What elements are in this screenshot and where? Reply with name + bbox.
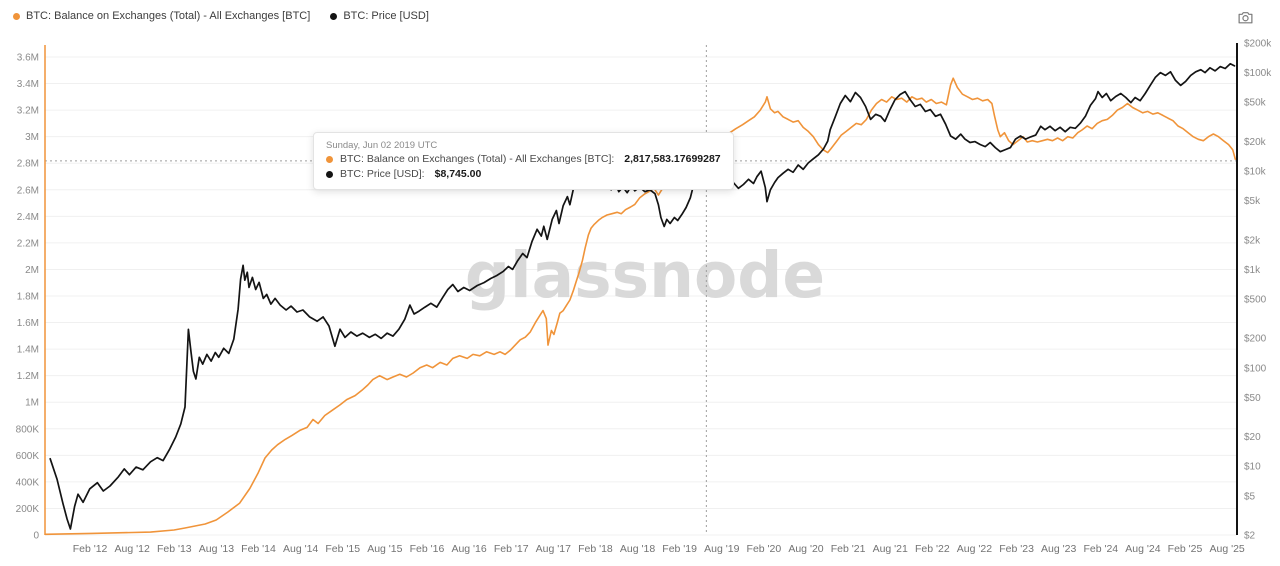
legend-item-price[interactable]: BTC: Price [USD]	[330, 10, 429, 22]
x-tick-label: Aug '23	[1041, 543, 1076, 555]
y-left-tick-label: 800K	[16, 424, 40, 435]
y-left-tick-label: 2.6M	[17, 185, 39, 196]
legend-item-balance[interactable]: BTC: Balance on Exchanges (Total) - All …	[13, 10, 310, 22]
x-tick-label: Feb '14	[241, 543, 276, 555]
price-line	[49, 62, 1236, 530]
x-tick-label: Feb '19	[662, 543, 697, 555]
y-left-tick-label: 400K	[16, 477, 40, 488]
y-right-tick-label: $10k	[1244, 167, 1267, 178]
x-tick-label: Feb '23	[999, 543, 1034, 555]
x-tick-label: Aug '13	[199, 543, 234, 555]
y-right-tick-label: $5k	[1244, 196, 1261, 207]
y-left-tick-label: 0	[33, 531, 39, 542]
tooltip-row-balance: BTC: Balance on Exchanges (Total) - All …	[326, 152, 721, 167]
y-right-tick-label: $100	[1244, 363, 1267, 374]
y-right-tick-label: $20k	[1244, 137, 1267, 148]
x-tick-label: Feb '24	[1083, 543, 1118, 555]
y-left-tick-label: 1.2M	[17, 371, 39, 382]
x-tick-label: Aug '14	[283, 543, 318, 555]
y-left-tick-label: 1.8M	[17, 292, 39, 303]
legend-label-balance: BTC: Balance on Exchanges (Total) - All …	[26, 10, 311, 22]
glassnode-watermark: glassnode	[465, 239, 825, 312]
y-right-tick-label: $100k	[1244, 68, 1272, 79]
x-tick-label: Aug '24	[1125, 543, 1160, 555]
x-tick-label: Aug '15	[367, 543, 402, 555]
tooltip-balance-value: 2,817,583.17699287	[624, 153, 721, 165]
tooltip-balance-label: BTC: Balance on Exchanges (Total) - All …	[340, 153, 615, 165]
x-tick-label: Feb '17	[494, 543, 529, 555]
x-tick-label: Aug '16	[451, 543, 486, 555]
x-tick-label: Feb '16	[410, 543, 445, 555]
y-left-tick-label: 3.4M	[17, 79, 39, 90]
y-right-tick-label: $1k	[1244, 265, 1261, 276]
x-tick-label: Aug '21	[873, 543, 908, 555]
y-left-tick-label: 1M	[25, 398, 39, 409]
camera-icon	[1238, 12, 1253, 24]
y-left-tick-label: 2M	[25, 265, 39, 276]
x-tick-label: Aug '17	[536, 543, 571, 555]
y-left-tick-label: 3.2M	[17, 106, 39, 117]
y-left-tick-label: 3.6M	[17, 53, 39, 64]
y-right-tick-label: $2	[1244, 531, 1256, 542]
y-left-tick-label: 1.6M	[17, 318, 39, 329]
x-tick-label: Feb '22	[915, 543, 950, 555]
tooltip-row-price: BTC: Price [USD]: $8,745.00	[326, 167, 721, 182]
y-right-tick-label: $2k	[1244, 235, 1261, 246]
y-right-tick-label: $200	[1244, 334, 1267, 345]
y-left-tick-label: 2.8M	[17, 159, 39, 170]
x-tick-label: Feb '21	[831, 543, 866, 555]
y-left-tick-label: 600K	[16, 451, 40, 462]
y-right-tick-label: $20	[1244, 432, 1261, 443]
legend-label-price: BTC: Price [USD]	[343, 10, 429, 22]
x-tick-label: Feb '18	[578, 543, 613, 555]
x-tick-label: Feb '13	[157, 543, 192, 555]
hover-tooltip: Sunday, Jun 02 2019 UTC BTC: Balance on …	[313, 132, 734, 190]
x-tick-label: Aug '25	[1209, 543, 1244, 555]
y-right-tick-label: $200k	[1244, 39, 1272, 50]
x-tick-label: Aug '18	[620, 543, 655, 555]
x-tick-label: Feb '20	[747, 543, 782, 555]
tooltip-price-value: $8,745.00	[434, 168, 482, 180]
price-series-dot-icon	[330, 12, 338, 20]
y-left-tick-label: 2.2M	[17, 238, 39, 249]
y-right-tick-label: $10	[1244, 462, 1261, 473]
y-left-tick-label: 1.4M	[17, 345, 39, 356]
price-series-dot-icon	[326, 171, 333, 178]
x-tick-label: Feb '25	[1168, 543, 1203, 555]
y-right-tick-label: $500	[1244, 295, 1267, 306]
y-right-tick-label: $50k	[1244, 98, 1267, 109]
x-tick-label: Aug '20	[788, 543, 823, 555]
y-right-tick-label: $5	[1244, 491, 1256, 502]
screenshot-camera-button[interactable]	[1236, 8, 1255, 27]
x-tick-label: Feb '15	[325, 543, 360, 555]
y-left-tick-label: 200K	[16, 504, 40, 515]
x-tick-label: Aug '12	[115, 543, 150, 555]
y-left-tick-label: 2.4M	[17, 212, 39, 223]
y-left-tick-label: 3M	[25, 132, 39, 143]
balance-series-dot-icon	[326, 156, 333, 163]
x-tick-label: Aug '19	[704, 543, 739, 555]
balance-series-dot-icon	[13, 12, 20, 20]
x-tick-label: Aug '22	[957, 543, 992, 555]
balance-line	[44, 77, 1237, 536]
y-right-tick-label: $50	[1244, 393, 1261, 404]
x-tick-label: Feb '12	[73, 543, 108, 555]
tooltip-price-label: BTC: Price [USD]:	[340, 168, 425, 180]
legend: BTC: Balance on Exchanges (Total) - All …	[13, 10, 429, 22]
tooltip-date: Sunday, Jun 02 2019 UTC	[326, 140, 438, 151]
